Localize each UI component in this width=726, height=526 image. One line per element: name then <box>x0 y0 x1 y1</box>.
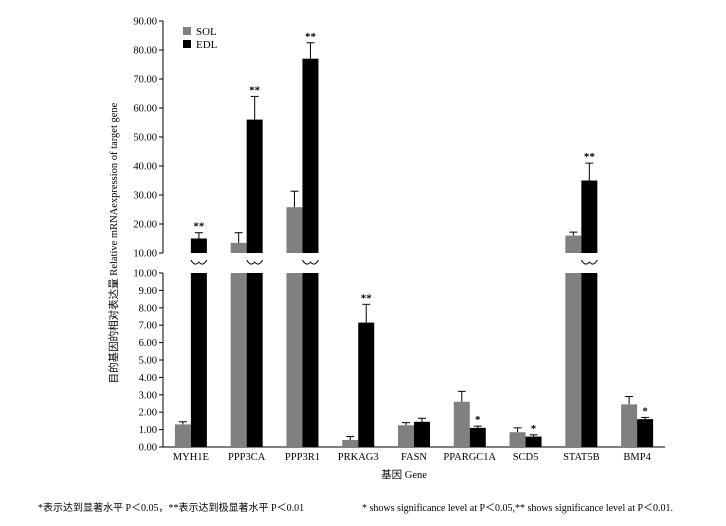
upper-tick-label: 40.00 <box>133 162 157 173</box>
lower-tick-label: 7.00 <box>139 321 157 332</box>
legend-label-sol: SOL <box>196 26 217 38</box>
lower-tick-label: 6.00 <box>139 338 157 349</box>
bar-sol <box>342 440 359 447</box>
bar-edl <box>637 419 654 447</box>
significance-mark: * <box>531 423 537 435</box>
bar-edl-upper <box>190 238 207 253</box>
bar-sol <box>174 424 191 447</box>
axis-break-marks <box>190 259 598 265</box>
legend-swatch-sol <box>183 27 191 35</box>
significance-mark: ** <box>305 31 317 43</box>
footnote-en: * shows significance level at P＜0.05,** … <box>362 503 673 514</box>
category-label: PPARGC1A <box>443 452 496 463</box>
bar-edl <box>469 427 486 447</box>
lower-tick-label: 9.00 <box>139 286 157 297</box>
bar-edl-lower <box>246 273 263 447</box>
category-label: PPP3CA <box>228 452 266 463</box>
upper-tick-label: 30.00 <box>133 191 157 202</box>
lower-tick-label: 4.00 <box>139 373 157 384</box>
footnote-cn: *表示达到显著水平 P＜0.05，**表示达到极显著水平 P＜0.01 <box>38 501 304 514</box>
category-labels: MYH1E PPP3CA PPP3R1 PRKAG3 FASN PPARGC1A SCD5 S… <box>173 452 652 463</box>
upper-tick-label: 20.00 <box>133 220 157 231</box>
bar-edl-upper <box>302 58 319 254</box>
significance-mark: ** <box>249 84 261 96</box>
legend-label-edl: EDL <box>196 39 218 51</box>
lower-tick-label: 0.00 <box>139 443 157 454</box>
bar-sol-lower <box>286 273 303 447</box>
upper-tick-label: 70.00 <box>133 75 157 86</box>
bar-sol <box>509 432 526 447</box>
bar-edl <box>414 421 430 447</box>
bar-edl-lower <box>302 273 319 447</box>
lower-tick-label: 5.00 <box>139 356 157 367</box>
y-axis-label: 目的基因的相对表达量 Relative mRNAexpression of ta… <box>107 102 120 383</box>
significance-mark: ** <box>193 221 205 233</box>
bar-edl <box>358 322 375 447</box>
bar-edl <box>525 436 542 447</box>
significance-mark: ** <box>361 292 373 304</box>
x-axis-label: 基因 Gene <box>381 468 427 481</box>
bar-edl-upper <box>581 180 598 253</box>
category-label: PRKAG3 <box>338 452 379 463</box>
legend: SOL EDL <box>183 26 218 51</box>
category-label: FASN <box>401 452 427 463</box>
category-label: SCD5 <box>513 452 539 463</box>
category-label: MYH1E <box>173 452 209 463</box>
upper-tick-label: 80.00 <box>133 46 157 57</box>
bar-sol-upper <box>230 242 247 253</box>
bar-edl-upper <box>246 119 263 253</box>
bar-sol <box>621 404 638 447</box>
legend-swatch-edl <box>183 40 191 48</box>
bar-sol-upper <box>286 207 303 253</box>
upper-tick-label: 60.00 <box>133 104 157 115</box>
bar-sol-upper <box>565 235 582 253</box>
lower-tick-label: 2.00 <box>139 408 157 419</box>
significance-mark: ** <box>584 151 596 163</box>
bars: ************* <box>174 31 654 447</box>
break-mark <box>302 259 319 265</box>
bar-sol <box>398 425 414 447</box>
bar-edl-lower <box>581 273 598 447</box>
lower-tick-label: 8.00 <box>139 303 157 314</box>
bar-sol <box>453 401 470 447</box>
upper-tick-label: 10.00 <box>133 249 157 260</box>
break-mark <box>580 259 598 265</box>
bar-edl-lower <box>190 273 207 447</box>
break-mark <box>246 259 264 265</box>
bar-sol-lower <box>230 273 247 447</box>
bar-sol-lower <box>565 273 582 447</box>
category-label: STAT5B <box>563 452 600 463</box>
upper-y-axis: 10.00 20.00 30.00 40.00 50.00 60.00 70.00 80.00… <box>133 17 164 260</box>
upper-tick-label: 50.00 <box>133 133 157 144</box>
break-mark <box>190 259 208 265</box>
significance-mark: * <box>475 414 481 426</box>
lower-tick-label: 10.00 <box>133 269 157 280</box>
category-label: PPP3R1 <box>285 452 320 463</box>
significance-mark: * <box>642 405 648 417</box>
upper-tick-label: 90.00 <box>133 17 157 28</box>
category-label: BMP4 <box>623 452 651 463</box>
lower-tick-label: 1.00 <box>139 425 157 436</box>
lower-tick-label: 3.00 <box>139 390 157 401</box>
